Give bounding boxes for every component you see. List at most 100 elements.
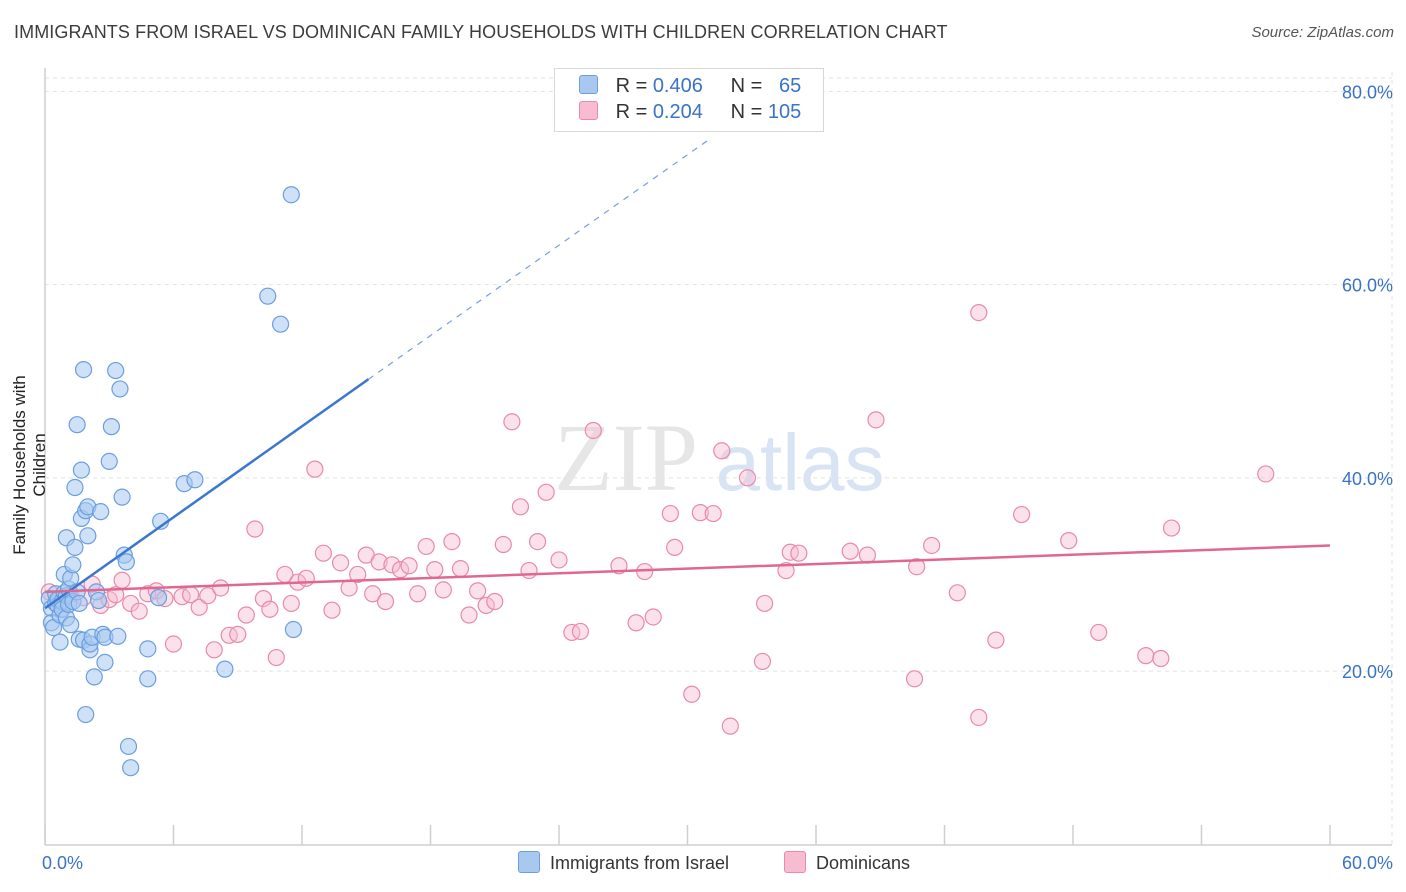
point-dominicans bbox=[923, 536, 941, 555]
trend-line-israel-extension bbox=[368, 139, 710, 380]
point-israel bbox=[85, 668, 103, 686]
point-dominicans bbox=[267, 648, 285, 667]
point-israel bbox=[284, 620, 303, 639]
legend-r-label: R = bbox=[615, 75, 648, 97]
point-israel bbox=[113, 488, 131, 506]
point-dominicans bbox=[1152, 649, 1170, 668]
point-dominicans bbox=[908, 558, 926, 576]
point-dominicans bbox=[237, 606, 255, 624]
point-dominicans bbox=[477, 596, 495, 614]
point-dominicans bbox=[563, 623, 581, 642]
point-dominicans bbox=[212, 579, 230, 597]
point-dominicans bbox=[434, 581, 452, 599]
tick-labels: 20.0% 40.0% 60.0% 80.0% 0.0% 60.0% bbox=[42, 82, 1393, 873]
point-dominicans bbox=[400, 557, 418, 575]
point-dominicans bbox=[970, 303, 988, 322]
point-dominicans bbox=[661, 504, 679, 523]
point-israel bbox=[109, 627, 127, 645]
point-dominicans bbox=[537, 483, 555, 501]
point-dominicans bbox=[376, 592, 395, 611]
legend-row-dominicans: R = 0.204 N = 105 bbox=[579, 101, 801, 127]
legend-r-value: 0.204 bbox=[652, 101, 703, 123]
point-dominicans bbox=[1162, 519, 1181, 537]
legend-item-dominicans: Dominicans bbox=[784, 851, 910, 874]
point-dominicans bbox=[691, 504, 709, 522]
y-axis-label: Family Households with Children bbox=[10, 375, 49, 555]
y-tick-label: 20.0% bbox=[1342, 662, 1393, 682]
point-dominicans bbox=[511, 498, 530, 516]
trend-line-israel bbox=[44, 378, 370, 610]
point-israel bbox=[92, 503, 110, 521]
point-israel bbox=[72, 461, 91, 479]
series-israel bbox=[40, 186, 303, 777]
legend-swatch-dominicans bbox=[579, 101, 598, 120]
point-dominicans bbox=[205, 641, 223, 659]
x-tick-label: 60.0% bbox=[1342, 853, 1393, 873]
point-dominicans bbox=[190, 598, 208, 616]
trend-lines bbox=[44, 139, 1331, 610]
point-israel bbox=[66, 538, 84, 556]
point-dominicans bbox=[460, 606, 478, 624]
point-israel bbox=[122, 759, 140, 777]
point-israel bbox=[79, 527, 97, 545]
point-dominicans bbox=[948, 584, 966, 602]
point-dominicans bbox=[107, 586, 125, 604]
legend-n-label: N = bbox=[730, 101, 763, 123]
legend-label-dominicans: Dominicans bbox=[816, 853, 911, 873]
point-dominicans bbox=[469, 582, 487, 600]
point-dominicans bbox=[841, 542, 859, 560]
correlation-legend: R = 0.406 N = 65 R = 0.204 N = 105 bbox=[554, 68, 824, 132]
point-dominicans bbox=[1060, 532, 1078, 550]
y-tick-label: 80.0% bbox=[1342, 82, 1393, 102]
point-dominicans bbox=[383, 556, 401, 574]
point-israel bbox=[119, 737, 138, 756]
point-israel bbox=[149, 589, 168, 607]
legend-n-label: N = bbox=[730, 75, 763, 97]
y-tick-label: 60.0% bbox=[1342, 276, 1393, 296]
watermark: ZIP atlas bbox=[554, 404, 884, 511]
point-israel bbox=[139, 670, 157, 688]
point-dominicans bbox=[905, 670, 924, 688]
legend-label-israel: Immigrants from Israel bbox=[550, 853, 730, 873]
legend-row-israel: R = 0.406 N = 65 bbox=[579, 75, 801, 101]
trend-line-dominicans bbox=[44, 544, 1331, 594]
point-dominicans bbox=[755, 594, 774, 613]
point-israel bbox=[96, 653, 114, 671]
legend-swatch-israel bbox=[518, 851, 540, 873]
chart-title: IMMIGRANTS FROM ISRAEL VS DOMINICAN FAMI… bbox=[14, 22, 948, 42]
point-dominicans bbox=[503, 413, 521, 431]
point-dominicans bbox=[738, 469, 757, 487]
legend-item-israel: Immigrants from Israel bbox=[518, 851, 729, 874]
point-dominicans bbox=[229, 625, 247, 643]
point-dominicans bbox=[713, 442, 731, 460]
point-dominicans bbox=[721, 717, 739, 735]
point-dominicans bbox=[113, 571, 131, 589]
point-israel bbox=[139, 640, 157, 658]
point-dominicans bbox=[644, 608, 662, 626]
axes bbox=[44, 68, 1392, 846]
point-israel bbox=[68, 416, 86, 434]
point-dominicans bbox=[331, 554, 350, 572]
point-israel bbox=[271, 315, 290, 333]
point-dominicans bbox=[349, 565, 367, 584]
point-dominicans bbox=[584, 421, 602, 440]
point-dominicans bbox=[520, 561, 538, 580]
point-israel bbox=[62, 616, 80, 634]
point-dominicans bbox=[314, 544, 333, 562]
point-dominicans bbox=[306, 460, 324, 478]
point-israel bbox=[89, 591, 108, 610]
point-dominicans bbox=[164, 635, 183, 653]
legend-r-label: R = bbox=[615, 101, 648, 123]
point-dominicans bbox=[1257, 465, 1275, 483]
series-legend: Immigrants from Israel Dominicans bbox=[0, 851, 1406, 879]
point-israel bbox=[216, 660, 234, 678]
point-dominicans bbox=[486, 592, 504, 611]
point-dominicans bbox=[867, 411, 885, 429]
point-dominicans bbox=[409, 585, 427, 603]
point-israel bbox=[74, 361, 93, 379]
legend-n-value: 105 bbox=[767, 101, 802, 123]
point-dominicans bbox=[753, 652, 772, 671]
point-dominicans bbox=[364, 585, 382, 603]
point-dominicans bbox=[297, 569, 315, 587]
